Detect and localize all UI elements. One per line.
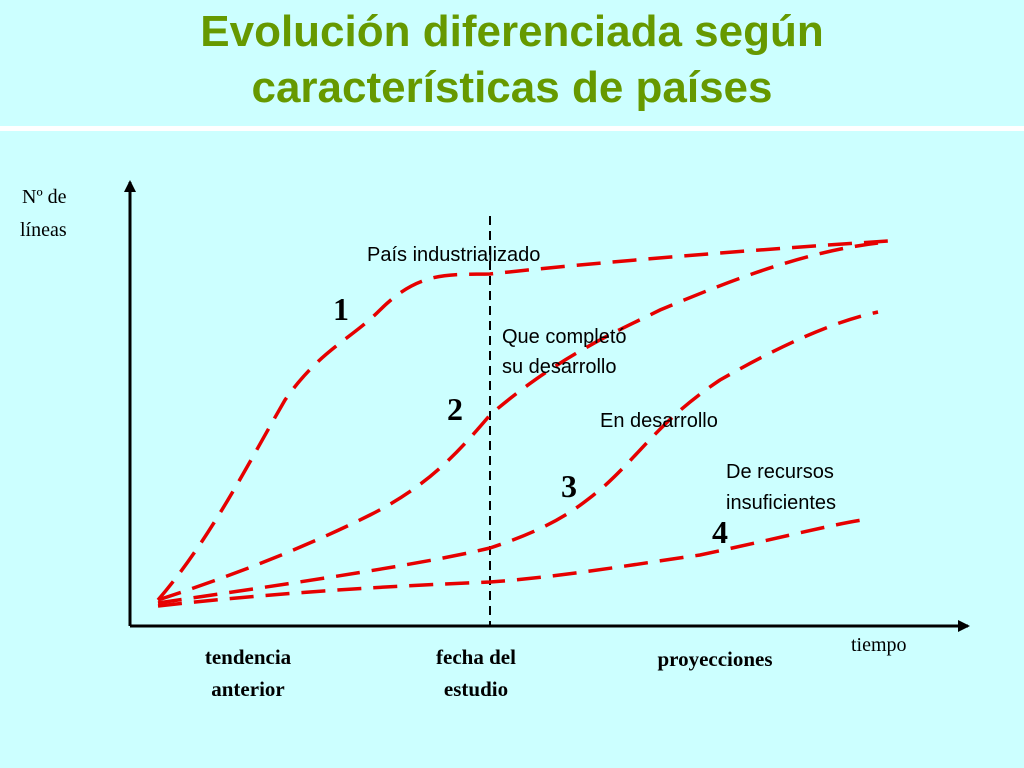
- curve-1: [156, 239, 889, 602]
- curve-4-label-line-1: De recursos: [726, 461, 834, 483]
- curve-3-label: En desarrollo: [600, 410, 718, 432]
- y-axis-label-line-1: Nº de: [22, 186, 67, 208]
- period-past-line-1: tendencia: [205, 645, 292, 669]
- curve-2-label-line-2: su desarrollo: [502, 356, 617, 378]
- period-study-line-1: fecha del: [436, 645, 516, 669]
- x-axis-label: tiempo: [851, 634, 907, 656]
- title-line-1: Evolución diferenciada según: [200, 7, 824, 56]
- curve-number-4: 4: [712, 514, 728, 550]
- curve-number-2: 2: [447, 391, 463, 427]
- period-past-line-2: anterior: [211, 677, 284, 701]
- title-divider: [0, 126, 1024, 131]
- title-line-2: características de países: [251, 63, 773, 112]
- curve-2-label-line-1: Que completó: [502, 326, 627, 348]
- period-study-line-2: estudio: [444, 677, 508, 701]
- curve-1-label: País industrializado: [367, 244, 540, 266]
- period-future: proyecciones: [657, 647, 772, 671]
- curve-number-3: 3: [561, 468, 577, 504]
- curve-number-1: 1: [333, 291, 349, 327]
- y-axis-label-line-2: líneas: [20, 219, 67, 241]
- curve-3: [157, 310, 879, 605]
- slide-title: Evolución diferenciada según característ…: [0, 4, 1024, 116]
- curve-4-label-line-2: insuficientes: [726, 492, 836, 514]
- curve-2: [157, 241, 879, 602]
- curve-4: [157, 518, 863, 608]
